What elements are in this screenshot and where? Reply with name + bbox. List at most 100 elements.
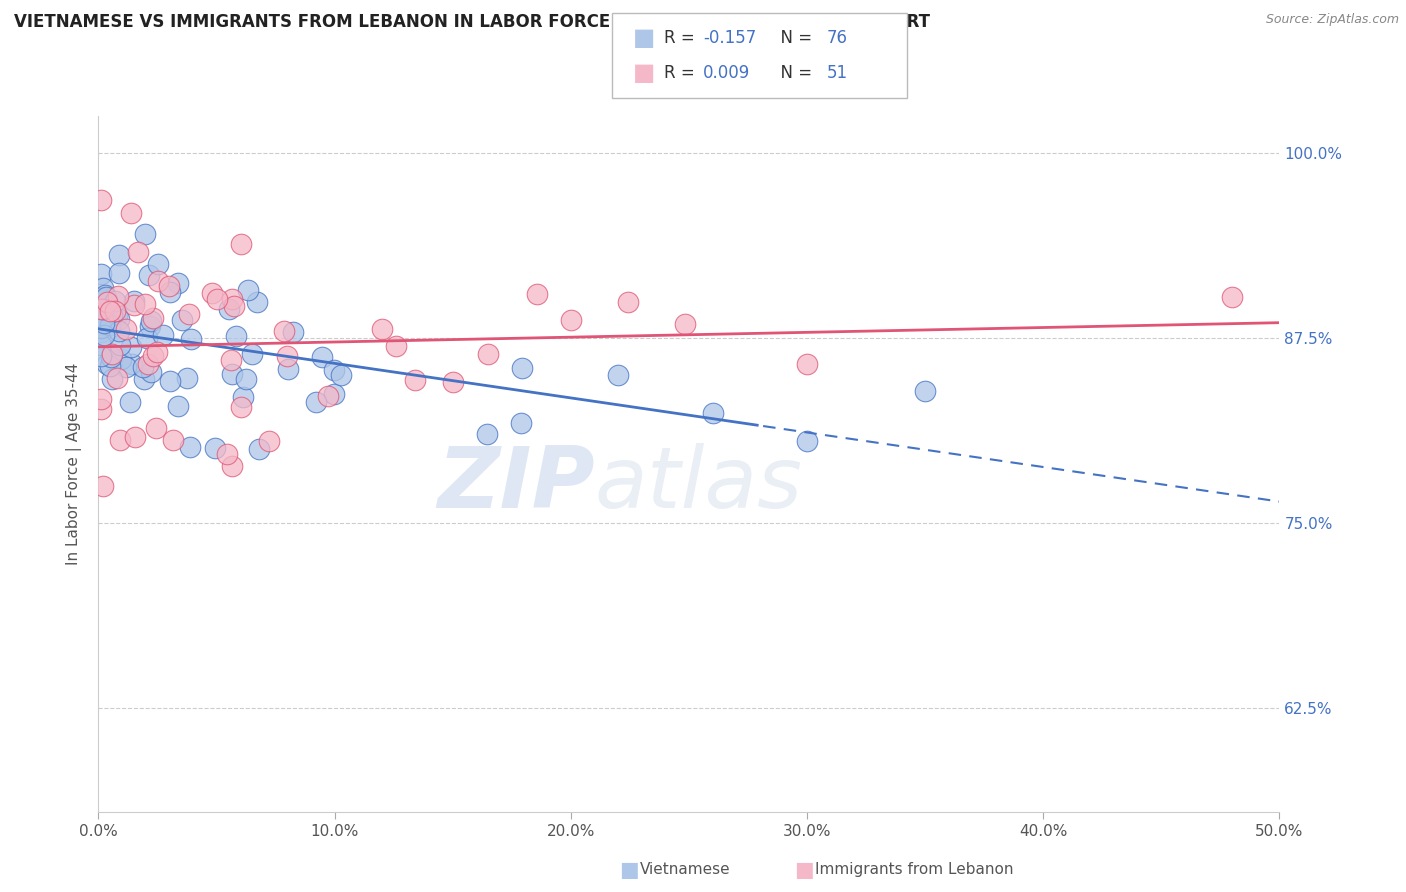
Point (225, 329, 247, 343)
Point (526, 287, 548, 301)
Point (796, 434, 818, 449)
Point (90, 193, 112, 207)
Point (159, 374, 181, 388)
Text: VIETNAMESE VS IMMIGRANTS FROM LEBANON IN LABOR FORCE | AGE 35-44 CORRELATION CHA: VIETNAMESE VS IMMIGRANTS FROM LEBANON IN… (14, 13, 929, 31)
Point (101, 308, 124, 322)
Point (90, 392, 112, 406)
Point (914, 384, 936, 398)
Point (152, 327, 174, 342)
Point (115, 360, 138, 375)
Point (90, 349, 112, 363)
Text: Source: ZipAtlas.com: Source: ZipAtlas.com (1265, 13, 1399, 27)
Point (91, 302, 114, 317)
Point (509, 416, 531, 430)
Point (166, 399, 188, 413)
Point (101, 347, 124, 361)
Point (229, 400, 252, 414)
Point (136, 331, 159, 345)
Point (404, 373, 426, 387)
Point (101, 372, 124, 386)
Point (702, 406, 724, 420)
Point (142, 350, 165, 364)
Point (94, 291, 117, 305)
Point (221, 292, 243, 306)
Point (105, 308, 128, 322)
Point (108, 433, 131, 447)
Point (98, 318, 121, 332)
Point (221, 367, 243, 381)
Point (90, 268, 112, 282)
Text: Immigrants from Lebanon: Immigrants from Lebanon (815, 863, 1014, 877)
Point (105, 371, 128, 385)
Text: N =: N = (770, 64, 818, 82)
Point (134, 297, 156, 311)
Point (221, 353, 243, 368)
Point (177, 307, 200, 321)
Point (93, 327, 115, 342)
Point (176, 371, 198, 385)
Point (162, 434, 184, 448)
Point (90, 320, 112, 334)
Point (96, 357, 118, 371)
Point (205, 292, 228, 306)
Point (277, 361, 299, 376)
Point (246, 295, 269, 310)
Point (673, 317, 696, 331)
Point (90, 337, 112, 351)
Y-axis label: In Labor Force | Age 35-44: In Labor Force | Age 35-44 (66, 363, 83, 565)
Point (90, 325, 112, 339)
Point (138, 268, 160, 282)
Point (323, 363, 346, 377)
Point (477, 347, 499, 361)
Point (305, 395, 328, 409)
Point (100, 359, 122, 373)
Point (139, 365, 162, 379)
Text: ZIP: ZIP (437, 443, 595, 526)
Point (159, 285, 181, 299)
Point (323, 387, 346, 401)
Point (91, 479, 114, 493)
Point (235, 372, 257, 386)
Point (475, 426, 498, 441)
Text: R =: R = (664, 29, 700, 47)
Point (120, 395, 142, 409)
Point (273, 324, 295, 338)
Point (139, 318, 162, 333)
Point (179, 440, 201, 454)
Point (122, 298, 145, 312)
Point (142, 310, 165, 325)
Point (229, 236, 252, 251)
Point (108, 324, 131, 338)
Text: 51: 51 (827, 64, 848, 82)
Text: ■: ■ (633, 62, 655, 86)
Text: ■: ■ (619, 860, 638, 880)
Point (247, 442, 270, 457)
Point (134, 372, 156, 386)
Point (510, 360, 533, 375)
Point (107, 289, 129, 303)
Point (141, 314, 163, 328)
Text: atlas: atlas (595, 443, 803, 526)
Point (238, 283, 260, 297)
Text: R =: R = (664, 64, 700, 82)
Point (110, 338, 132, 352)
Text: ■: ■ (633, 26, 655, 50)
Point (385, 339, 408, 353)
Point (90, 302, 112, 317)
Point (157, 279, 180, 293)
Point (108, 248, 131, 262)
Point (617, 295, 640, 310)
Point (281, 325, 304, 339)
Point (257, 434, 280, 448)
Point (90, 299, 112, 313)
Point (311, 351, 333, 365)
Point (108, 266, 131, 280)
Point (217, 447, 239, 461)
Point (240, 347, 263, 361)
Point (167, 277, 190, 291)
Point (1220, 290, 1243, 304)
Point (121, 357, 143, 371)
Text: 76: 76 (827, 29, 848, 47)
Point (124, 430, 146, 444)
Point (100, 350, 122, 364)
